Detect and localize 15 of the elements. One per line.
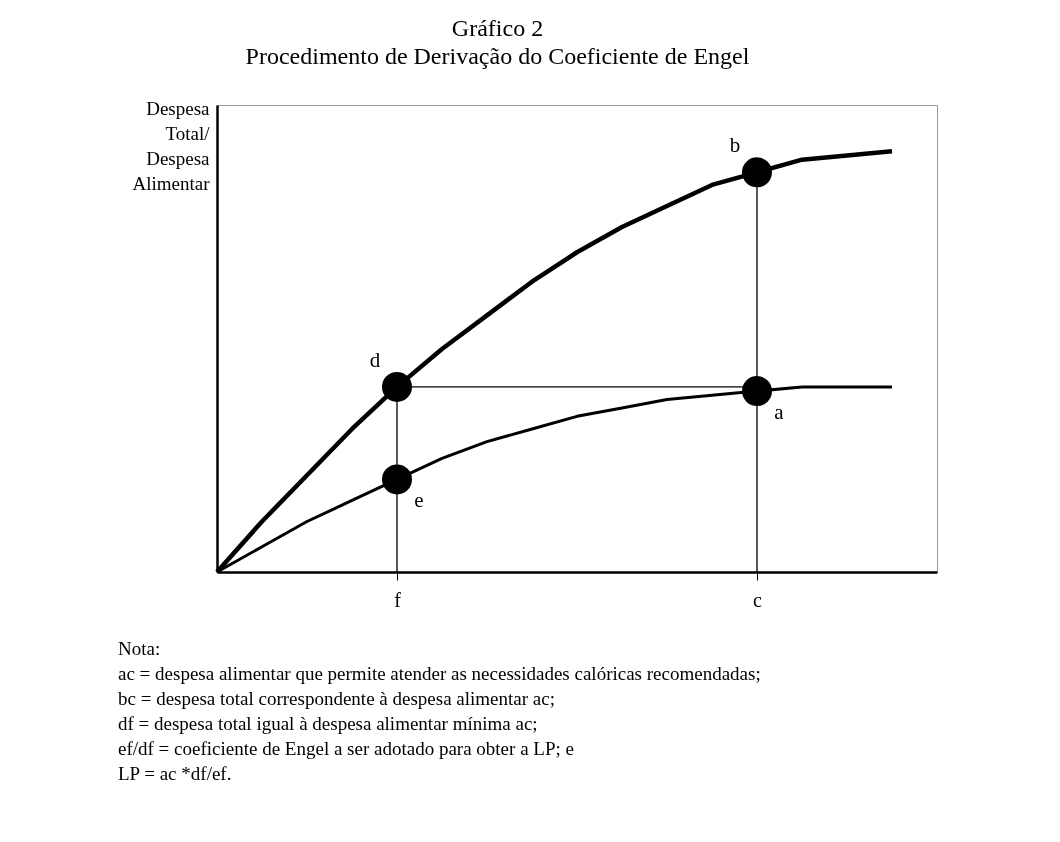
text: ac = despesa alimentar que permite atender as necessidades calóricas recomendadas;	[118, 662, 761, 686]
annotation: b	[729, 133, 741, 158]
x-tick-label: c	[753, 588, 763, 611]
annotation: d	[369, 347, 381, 372]
text: ef/df = coeficiente de Engel a ser adotado para obter a LP; e	[118, 737, 575, 761]
text: LP = ac *df/ef.	[118, 762, 233, 786]
text: df = despesa total igual à despesa alimentar mínima ac;	[118, 712, 539, 736]
text: Nota:	[118, 637, 162, 661]
chart-title: Gráfico 2	[451, 15, 544, 41]
annotation: a	[774, 400, 785, 425]
annotation: e	[414, 488, 424, 513]
x-tick-label: f	[394, 588, 402, 611]
chart-subtitle: Procedimento de Derivação do Coeficiente de Engel	[245, 43, 750, 69]
text: bc = despesa total correspondente à despesa alimentar ac;	[118, 687, 556, 711]
y-axis-title: Despesa Total/ Despesa Alimentar	[132, 97, 211, 194]
